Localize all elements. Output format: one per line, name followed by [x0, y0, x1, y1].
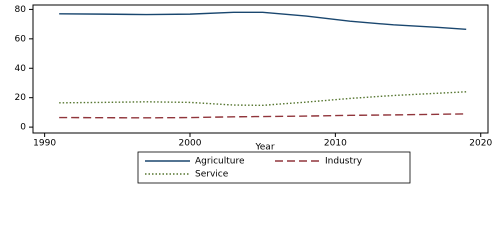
x-tick-label: 2000	[179, 139, 202, 149]
y-tick-label: 40	[15, 64, 27, 74]
legend-label: Agriculture	[195, 157, 245, 167]
legend-box	[137, 151, 411, 184]
x-tick-label: 2020	[469, 139, 492, 149]
legend-label: Service	[195, 170, 229, 180]
data-line	[59, 113, 467, 119]
legend-label: Industry	[325, 157, 363, 167]
y-tick-label: 60	[15, 34, 27, 44]
y-tick-label: 0	[20, 123, 26, 133]
plot-frame	[32, 4, 489, 134]
chart: Year 0 20 40 60 80 1990 2000 2010 2020 Agricultur…	[15, 4, 492, 184]
y-tick-label: 80	[15, 5, 27, 15]
data-line	[59, 91, 467, 107]
y-tick-label: 20	[15, 93, 27, 103]
x-axis-label: Year	[254, 143, 274, 153]
data-line	[59, 11, 467, 30]
page: {"chart_data": {"type": "line", "xlabel"…	[14, 4, 493, 184]
x-tick-label: 2010	[324, 139, 347, 149]
x-tick-label: 1990	[33, 139, 56, 149]
